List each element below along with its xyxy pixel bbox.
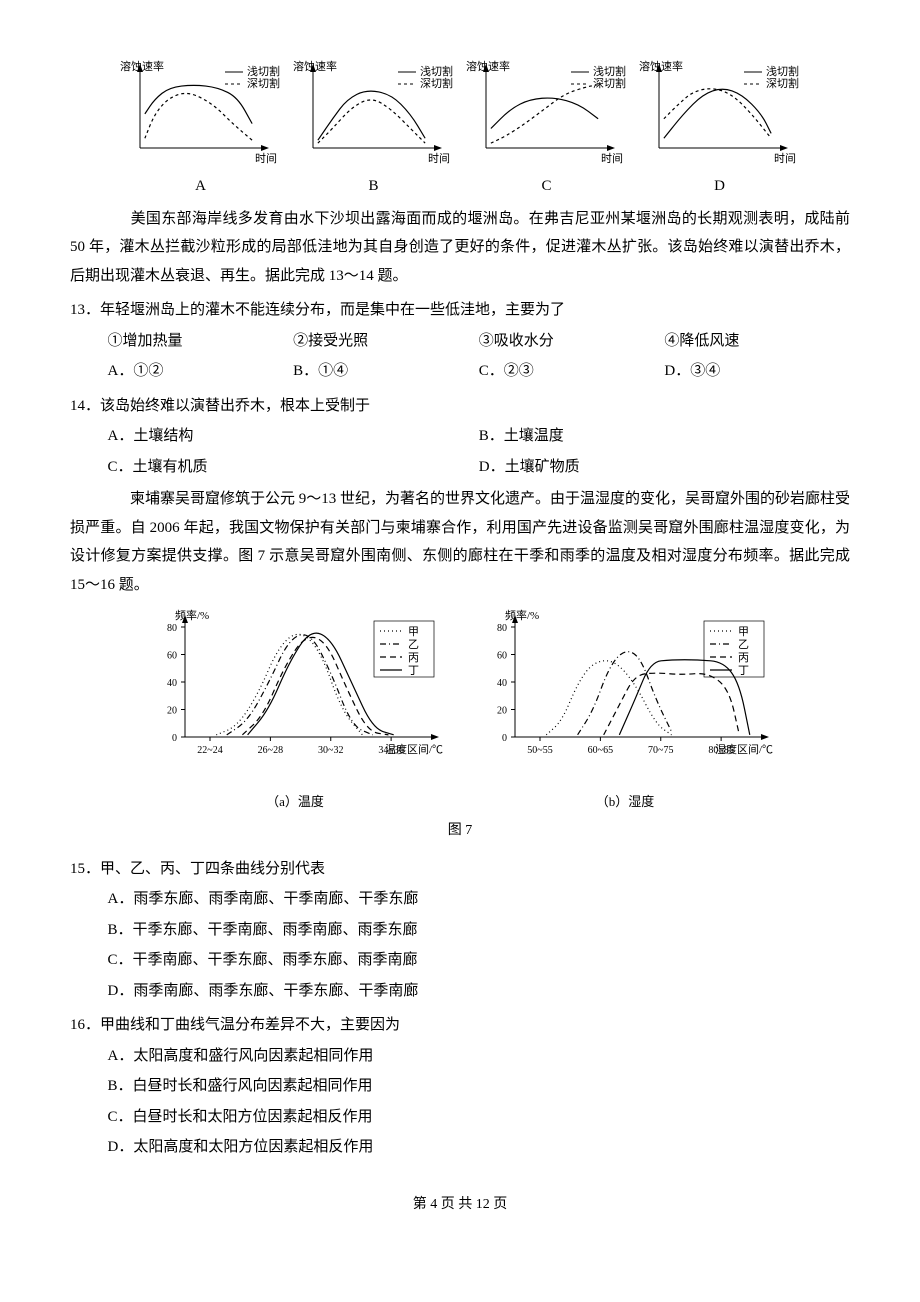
svg-text:丙: 丙 <box>408 652 419 664</box>
svg-text:甲: 甲 <box>408 626 419 638</box>
q16-opt-a: A．太阳高度和盛行风向因素起相同作用 <box>70 1042 850 1071</box>
svg-text:频率/%: 频率/% <box>175 608 209 622</box>
svg-text:浅切割: 浅切割 <box>247 64 280 78</box>
svg-text:丙: 丙 <box>738 652 749 664</box>
svg-text:频率/%: 频率/% <box>505 608 539 622</box>
svg-text:深切割: 深切割 <box>420 76 453 90</box>
figure-7-caption: 图 7 <box>70 818 850 845</box>
q13-opt-d: D．③④ <box>664 357 850 386</box>
svg-text:70~75: 70~75 <box>648 745 673 756</box>
chart-label-D: D <box>637 172 802 201</box>
svg-text:温度区间/℃: 温度区间/℃ <box>385 742 443 756</box>
svg-text:乙: 乙 <box>738 638 749 651</box>
q13-options: A．①② B．①④ C．②③ D．③④ <box>70 357 850 386</box>
svg-text:时间: 时间 <box>255 152 277 165</box>
q16-opt-d: D．太阳高度和太阳方位因素起相反作用 <box>70 1133 850 1162</box>
q15-opt-d: D．雨季南廊、雨季东廊、干季东廊、干季南廊 <box>70 977 850 1006</box>
q13-item-4: ④降低风速 <box>664 327 850 356</box>
svg-text:30~32: 30~32 <box>318 745 343 756</box>
svg-text:60~65: 60~65 <box>588 745 613 756</box>
svg-text:0: 0 <box>172 733 177 744</box>
svg-text:时间: 时间 <box>428 152 450 165</box>
chart-label-A: A <box>118 172 283 201</box>
svg-text:40: 40 <box>497 678 507 689</box>
svg-text:50~55: 50~55 <box>527 745 552 756</box>
q16-stem: 16．甲曲线和丁曲线气温分布差异不大，主要因为 <box>70 1011 850 1040</box>
svg-text:20: 20 <box>497 706 507 717</box>
q13-items: ①增加热量 ②接受光照 ③吸收水分 ④降低风速 <box>70 327 850 356</box>
dissolution-rate-charts: 溶蚀速率时间浅切割深切割A溶蚀速率时间浅切割深切割B溶蚀速率时间浅切割深切割C溶… <box>70 60 850 201</box>
svg-text:深切割: 深切割 <box>247 76 280 90</box>
chart-label-B: B <box>291 172 456 201</box>
figure-7: 02040608022~2426~2830~3234~36频率/%温度区间/℃甲… <box>70 607 850 814</box>
svg-text:湿度区间/℃: 湿度区间/℃ <box>715 742 773 756</box>
svg-text:甲: 甲 <box>738 626 749 638</box>
svg-text:60: 60 <box>167 651 177 662</box>
fig7-panel-humidity: 02040608050~5560~6570~7580~85频率/%湿度区间/℃甲… <box>475 607 775 814</box>
q14-options-row1: A．土壤结构 B．土壤温度 <box>70 422 850 451</box>
q14-opt-b: B．土壤温度 <box>479 422 850 451</box>
q13-item-1: ①增加热量 <box>108 327 294 356</box>
passage-15-16: 柬埔寨吴哥窟修筑于公元 9～13 世纪，为著名的世界文化遗产。由于温湿度的变化，… <box>70 485 850 599</box>
svg-text:0: 0 <box>502 733 507 744</box>
svg-text:深切割: 深切割 <box>766 76 799 90</box>
q14-opt-c: C．土壤有机质 <box>108 453 479 482</box>
q13-opt-b: B．①④ <box>293 357 479 386</box>
svg-text:溶蚀速率: 溶蚀速率 <box>120 60 164 73</box>
svg-text:80: 80 <box>167 623 177 634</box>
svg-text:80: 80 <box>497 623 507 634</box>
svg-text:丁: 丁 <box>408 665 419 677</box>
q15-opt-a: A．雨季东廊、雨季南廊、干季南廊、干季东廊 <box>70 885 850 914</box>
q14-options-row2: C．土壤有机质 D．土壤矿物质 <box>70 453 850 482</box>
chart-panel-B: 溶蚀速率时间 浅切割深切割 B <box>291 60 456 201</box>
svg-text:20: 20 <box>167 706 177 717</box>
svg-text:溶蚀速率: 溶蚀速率 <box>639 60 683 73</box>
q13-item-3: ③吸收水分 <box>479 327 665 356</box>
q13-stem: 13．年轻堰洲岛上的灌木不能连续分布，而是集中在一些低洼地，主要为了 <box>70 296 850 325</box>
page-footer: 第 4 页 共 12 页 <box>70 1192 850 1219</box>
q13-item-2: ②接受光照 <box>293 327 479 356</box>
svg-text:浅切割: 浅切割 <box>420 64 453 78</box>
svg-text:时间: 时间 <box>601 152 623 165</box>
chart-panel-A: 溶蚀速率时间 浅切割深切割 A <box>118 60 283 201</box>
svg-text:26~28: 26~28 <box>258 745 283 756</box>
svg-text:22~24: 22~24 <box>197 745 222 756</box>
passage-13-14: 美国东部海岸线多发育由水下沙坝出露海面而成的堰洲岛。在弗吉尼亚州某堰洲岛的长期观… <box>70 205 850 291</box>
q16-opt-c: C．白昼时长和太阳方位因素起相反作用 <box>70 1103 850 1132</box>
svg-text:丁: 丁 <box>738 665 749 677</box>
fig7-panel-temperature: 02040608022~2426~2830~3234~36频率/%温度区间/℃甲… <box>145 607 445 814</box>
chart-label-C: C <box>464 172 629 201</box>
q15-stem: 15．甲、乙、丙、丁四条曲线分别代表 <box>70 855 850 884</box>
svg-text:溶蚀速率: 溶蚀速率 <box>466 60 510 73</box>
svg-text:浅切割: 浅切割 <box>766 64 799 78</box>
q14-opt-a: A．土壤结构 <box>108 422 479 451</box>
q13-opt-a: A．①② <box>108 357 294 386</box>
svg-text:60: 60 <box>497 651 507 662</box>
q14-opt-d: D．土壤矿物质 <box>479 453 850 482</box>
q15-opt-b: B．干季东廊、干季南廊、雨季南廊、雨季东廊 <box>70 916 850 945</box>
q16-opt-b: B．白昼时长和盛行风向因素起相同作用 <box>70 1072 850 1101</box>
svg-text:40: 40 <box>167 678 177 689</box>
q14-stem: 14．该岛始终难以演替出乔木，根本上受制于 <box>70 392 850 421</box>
chart-panel-C: 溶蚀速率时间 浅切割深切割 C <box>464 60 629 201</box>
chart-panel-D: 溶蚀速率时间 浅切割深切割 D <box>637 60 802 201</box>
svg-text:深切割: 深切割 <box>593 76 626 90</box>
svg-text:溶蚀速率: 溶蚀速率 <box>293 60 337 73</box>
svg-text:浅切割: 浅切割 <box>593 64 626 78</box>
svg-text:乙: 乙 <box>408 638 419 651</box>
svg-text:时间: 时间 <box>774 152 796 165</box>
q13-opt-c: C．②③ <box>479 357 665 386</box>
q15-opt-c: C．干季南廊、干季东廊、雨季东廊、雨季南廊 <box>70 946 850 975</box>
